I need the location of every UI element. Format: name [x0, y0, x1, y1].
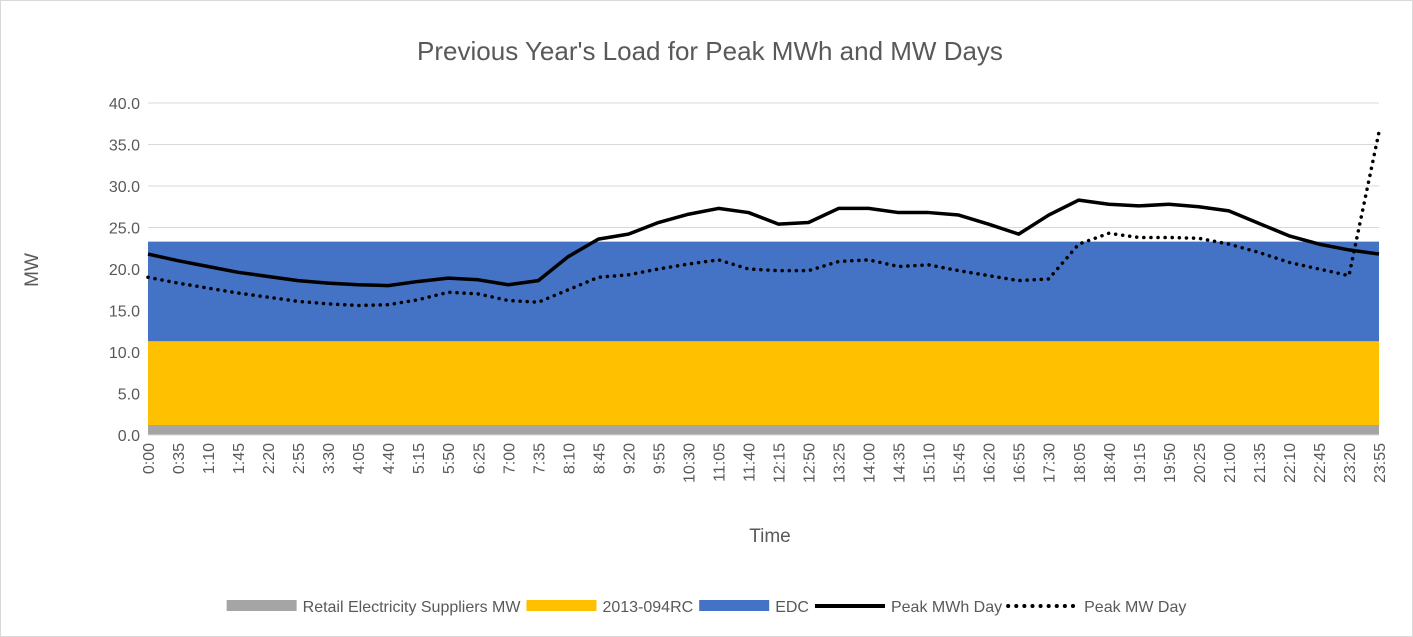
- x-tick-label: 2:55: [291, 443, 308, 474]
- x-tick-label: 23:20: [1342, 443, 1359, 483]
- area: [148, 425, 1379, 435]
- legend-label: Peak MWh Day: [891, 599, 1002, 616]
- x-tick-label: 5:15: [411, 443, 428, 474]
- x-tick-label: 0:35: [171, 443, 188, 474]
- x-tick-label: 8:45: [591, 443, 608, 474]
- x-tick-label: 14:00: [862, 443, 879, 483]
- y-tick-label: 30.0: [109, 179, 140, 196]
- y-tick-label: 40.0: [109, 96, 140, 113]
- x-tick-label: 21:35: [1252, 443, 1269, 483]
- x-tick-label: 3:30: [321, 443, 338, 474]
- legend-label: Peak MW Day: [1084, 599, 1186, 616]
- x-tick-label: 1:10: [201, 443, 218, 474]
- x-tick-label: 13:25: [832, 443, 849, 483]
- x-tick-label: 15:10: [922, 443, 939, 483]
- x-tick-label: 6:25: [471, 443, 488, 474]
- y-tick-label: 20.0: [109, 262, 140, 279]
- y-tick-label: 10.0: [109, 345, 140, 362]
- legend-label: 2013-094RC: [602, 599, 693, 616]
- x-tick-label: 20:25: [1192, 443, 1209, 483]
- x-tick-label: 0:00: [141, 443, 158, 474]
- x-tick-label: 23:55: [1372, 443, 1389, 483]
- x-tick-label: 12:15: [772, 443, 789, 483]
- area: [148, 241, 1379, 342]
- x-tick-label: 8:10: [561, 443, 578, 474]
- x-tick-label: 11:05: [711, 443, 728, 482]
- x-tick-label: 21:00: [1222, 443, 1239, 483]
- y-axis-title: MW: [22, 253, 43, 287]
- x-tick-label: 16:55: [1012, 443, 1029, 483]
- x-tick-label: 9:20: [621, 443, 638, 474]
- x-tick-label: 19:15: [1132, 443, 1149, 483]
- x-axis-title: Time: [749, 526, 791, 547]
- area: [148, 341, 1379, 426]
- legend-swatch: [699, 600, 770, 611]
- legend-label: EDC: [775, 599, 809, 616]
- x-tick-label: 14:35: [892, 443, 909, 483]
- x-tick-label: 7:35: [531, 443, 548, 474]
- x-tick-label: 2:20: [261, 443, 278, 474]
- legend-label: Retail Electricity Suppliers MW: [303, 599, 522, 616]
- x-tick-label: 7:00: [501, 443, 518, 474]
- x-tick-label: 12:50: [802, 443, 819, 483]
- x-tick-label: 5:50: [441, 443, 458, 474]
- x-tick-label: 16:20: [982, 443, 999, 483]
- y-tick-label: 25.0: [109, 221, 140, 238]
- x-tick-label: 18:05: [1072, 443, 1089, 483]
- x-tick-label: 17:30: [1042, 443, 1059, 483]
- legend: Retail Electricity Suppliers MW 2013-094R…: [226, 599, 1186, 616]
- chart-title: Previous Year's Load for Peak MWh and MW…: [417, 36, 1003, 66]
- x-tick-label: 22:10: [1282, 443, 1299, 483]
- x-tick-label: 4:05: [351, 443, 368, 474]
- x-tick-label: 19:50: [1162, 443, 1179, 483]
- y-tick-label: 0.0: [118, 428, 140, 445]
- y-tick-label: 35.0: [109, 138, 140, 155]
- x-tick-label: 1:45: [231, 443, 248, 474]
- y-tick-label: 15.0: [109, 304, 140, 321]
- x-tick-label: 15:45: [952, 443, 969, 483]
- legend-swatch: [526, 600, 597, 611]
- x-tick-label: 11:40: [741, 443, 758, 482]
- line: [146, 130, 1381, 308]
- legend-swatch: [226, 600, 297, 611]
- x-tick-label: 4:40: [381, 443, 398, 474]
- x-tick-label: 9:55: [651, 443, 668, 474]
- x-tick-label: 10:30: [681, 443, 698, 483]
- x-tick-label: 22:45: [1312, 443, 1329, 483]
- y-tick-label: 5.0: [118, 387, 140, 404]
- line: [147, 198, 1380, 288]
- x-tick-label: 18:40: [1102, 443, 1119, 483]
